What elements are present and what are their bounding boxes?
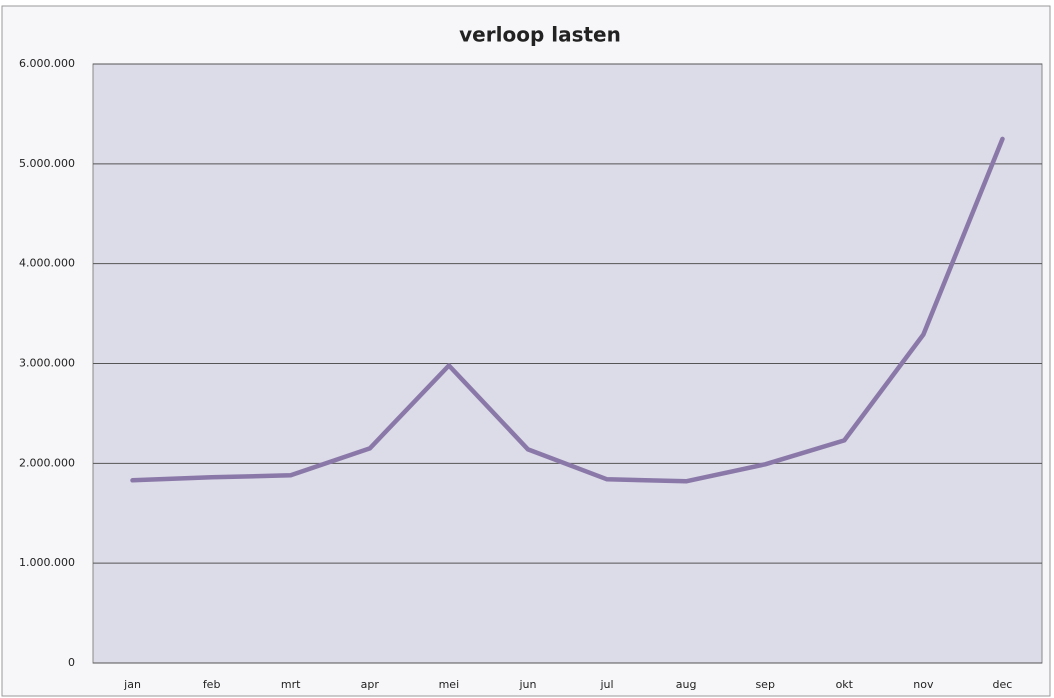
- x-tick-label: feb: [203, 678, 221, 691]
- x-tick-label: jan: [123, 678, 141, 691]
- x-tick-label: apr: [361, 678, 380, 691]
- x-tick-label: mei: [439, 678, 460, 691]
- x-tick-label: dec: [993, 678, 1013, 691]
- x-tick-label: jun: [518, 678, 536, 691]
- y-tick-label: 6.000.000: [19, 57, 75, 70]
- y-tick-label: 3.000.000: [19, 357, 75, 370]
- y-tick-label: 2.000.000: [19, 456, 75, 469]
- data-line: [130, 136, 1005, 484]
- x-tick-label: sep: [755, 678, 774, 691]
- y-tick-label: 4.000.000: [19, 257, 75, 270]
- chart-title: verloop lasten: [459, 23, 621, 47]
- x-tick-label: nov: [913, 678, 934, 691]
- y-tick-label: 5.000.000: [19, 157, 75, 170]
- x-tick-label: aug: [676, 678, 697, 691]
- x-tick-label: mrt: [281, 678, 301, 691]
- y-tick-label: 1.000.000: [19, 556, 75, 569]
- x-tick-label: jul: [599, 678, 613, 691]
- y-tick-label: 0: [68, 656, 75, 669]
- x-tick-label: okt: [836, 678, 854, 691]
